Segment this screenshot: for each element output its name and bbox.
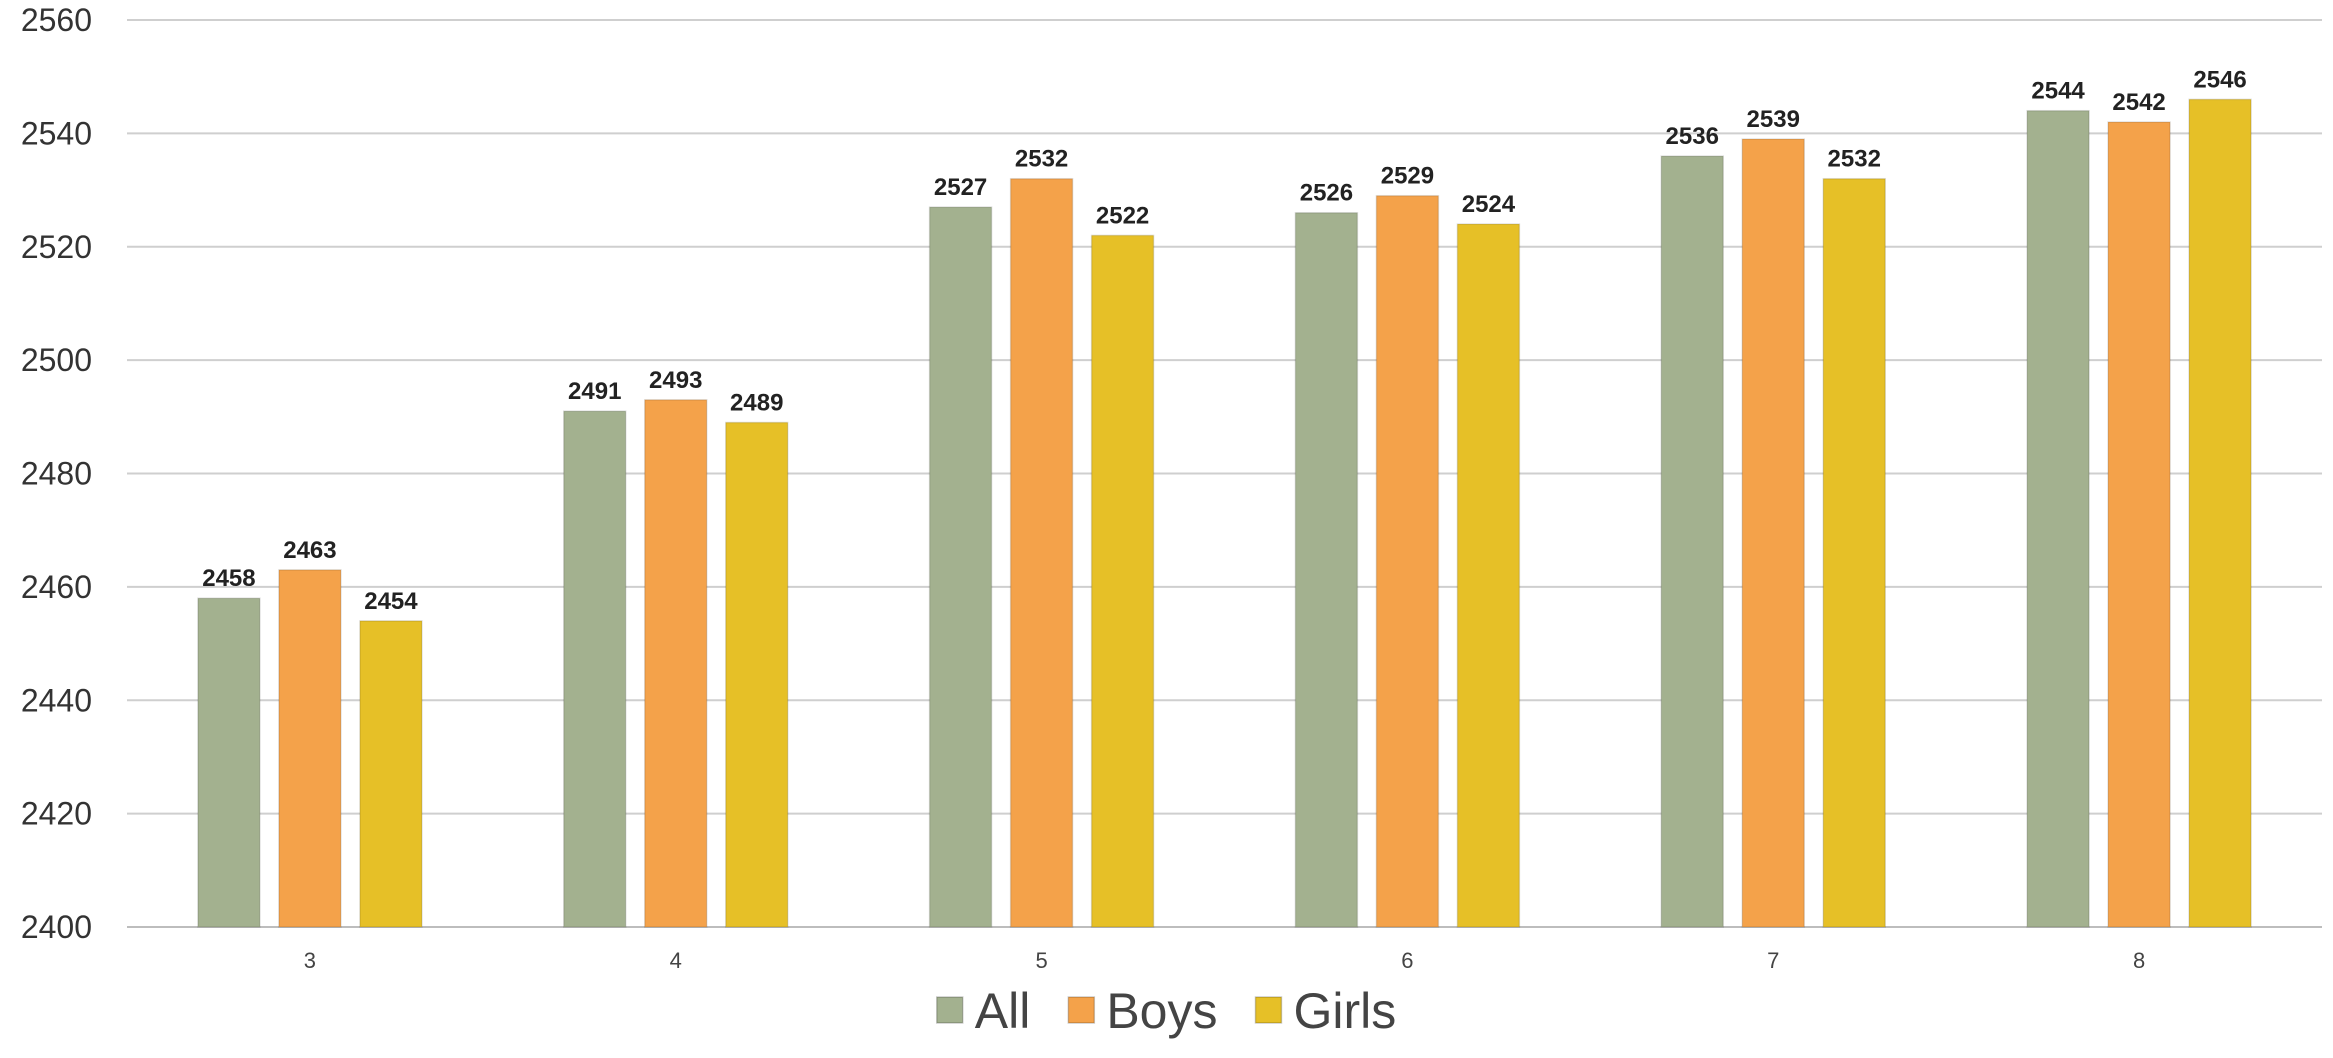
data-label: 2463 bbox=[283, 537, 336, 564]
y-tick-label: 2540 bbox=[21, 115, 92, 151]
legend-swatch bbox=[1067, 996, 1096, 1024]
data-label: 2458 bbox=[202, 565, 255, 592]
bar-boys bbox=[1009, 177, 1074, 928]
bar-all bbox=[563, 410, 627, 928]
bar-boys bbox=[644, 399, 708, 928]
y-tick-label: 2420 bbox=[21, 796, 92, 832]
bar-all bbox=[197, 597, 261, 928]
legend-label: All bbox=[975, 983, 1031, 1039]
data-label: 2526 bbox=[1300, 180, 1353, 207]
bar-all bbox=[1660, 155, 1724, 928]
legend-label: Girls bbox=[1293, 983, 1396, 1039]
y-tick-label: 2400 bbox=[21, 909, 92, 945]
data-label: 2544 bbox=[2031, 78, 2085, 105]
x-tick-label: 5 bbox=[1035, 948, 1047, 973]
legend-label: Boys bbox=[1106, 983, 1217, 1039]
bar-boys bbox=[1375, 194, 1440, 928]
data-label: 2542 bbox=[2112, 89, 2165, 116]
bar-girls bbox=[1456, 223, 1521, 928]
bar-all bbox=[1294, 211, 1359, 928]
data-label: 2522 bbox=[1096, 202, 1149, 229]
data-labels: 2458 2463 2454 2491 2493 2489 2527 2532 2522 2526… bbox=[202, 66, 2247, 615]
x-tick-label: 8 bbox=[2133, 948, 2145, 973]
legend-swatch bbox=[936, 996, 964, 1024]
data-label: 2454 bbox=[364, 588, 418, 615]
legend-item-girls: Girls bbox=[1254, 983, 1396, 1039]
data-label: 2489 bbox=[730, 389, 783, 416]
data-label: 2539 bbox=[1747, 106, 1800, 133]
bar-girls bbox=[725, 421, 789, 928]
y-tick-label: 2480 bbox=[21, 456, 92, 492]
bar-girls bbox=[1822, 177, 1886, 928]
data-label: 2532 bbox=[1015, 146, 1068, 173]
x-tick-label: 6 bbox=[1401, 948, 1413, 973]
legend-item-all: All bbox=[936, 983, 1031, 1039]
data-label: 2536 bbox=[1666, 123, 1719, 150]
bar-boys bbox=[278, 569, 342, 928]
data-label: 2532 bbox=[1828, 146, 1881, 173]
y-tick-label: 2440 bbox=[21, 682, 92, 718]
data-label: 2493 bbox=[649, 367, 702, 394]
data-label: 2491 bbox=[568, 378, 621, 405]
x-tick-label: 7 bbox=[1767, 948, 1779, 973]
bar-boys bbox=[1741, 138, 1805, 928]
y-tick-label: 2500 bbox=[21, 342, 92, 378]
bars bbox=[197, 98, 2252, 928]
bar-girls bbox=[2188, 98, 2252, 928]
bar-boys bbox=[2107, 121, 2171, 928]
y-tick-label: 2520 bbox=[21, 229, 92, 265]
data-label: 2524 bbox=[1462, 191, 1516, 218]
y-tick-label: 2460 bbox=[21, 569, 92, 605]
x-axis: 3 4 5 6 7 8 bbox=[304, 948, 2145, 973]
legend-swatch bbox=[1254, 996, 1283, 1024]
legend: All Boys Girls bbox=[936, 983, 1396, 1039]
gridlines bbox=[127, 19, 2322, 928]
bar-all bbox=[928, 206, 993, 928]
bar-all bbox=[2026, 109, 2090, 928]
bar-girls bbox=[359, 620, 423, 928]
x-tick-label: 4 bbox=[670, 948, 682, 973]
y-axis: 2400 2420 2440 2460 2480 2500 2520 2540 2560 bbox=[21, 2, 92, 945]
y-tick-label: 2560 bbox=[21, 2, 92, 38]
data-label: 2529 bbox=[1381, 163, 1434, 190]
legend-item-boys: Boys bbox=[1067, 983, 1217, 1039]
x-tick-label: 3 bbox=[304, 948, 316, 973]
data-label: 2546 bbox=[2193, 66, 2246, 93]
bar-girls bbox=[1090, 234, 1155, 928]
data-label: 2527 bbox=[934, 174, 987, 201]
